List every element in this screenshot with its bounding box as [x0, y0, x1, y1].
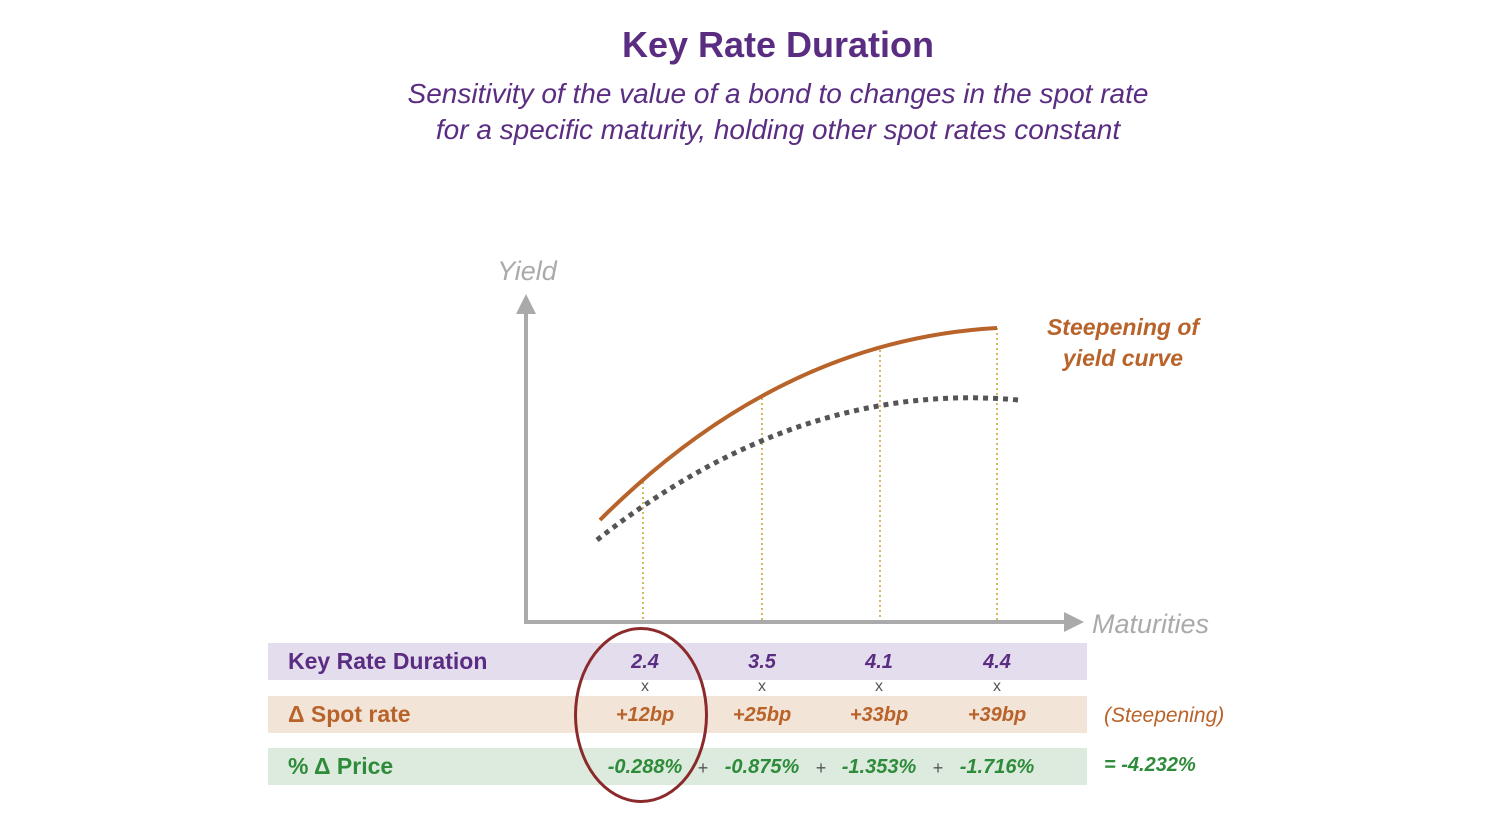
subtitle-line-1: Sensitivity of the value of a bond to ch…: [407, 78, 1149, 109]
curve-label-line-1: Steepening of: [1046, 314, 1200, 340]
y-axis-label: Yield: [497, 256, 558, 286]
price-change-value: -0.875%: [724, 756, 800, 778]
krd-value: 3.5: [748, 651, 776, 673]
multiply-symbol: x: [875, 678, 883, 695]
spot-rate-value: +33bp: [849, 704, 909, 726]
curve-label-line-2: yield curve: [1062, 345, 1184, 371]
row-label-price-change: % Δ Price: [288, 753, 394, 779]
row-label-spot-rate: Δ Spot rate: [288, 701, 411, 727]
price-change-value: -1.353%: [841, 756, 917, 778]
page-title: Key Rate Duration: [621, 24, 935, 65]
curve-label: Steepening of yield curve: [1030, 312, 1216, 374]
steepened-yield-curve: [598, 326, 998, 522]
original-yield-curve: [595, 395, 1019, 542]
multiply-symbol: x: [993, 678, 1001, 695]
row-label-key-rate-duration: Key Rate Duration: [288, 648, 488, 674]
plus-symbol: +: [815, 758, 827, 778]
plus-symbol: +: [932, 758, 944, 778]
x-axis-label: Maturities: [1092, 609, 1209, 639]
highlight-circle: [574, 627, 708, 803]
plus-symbol: +: [697, 758, 709, 778]
price-change-value: -1.716%: [959, 756, 1035, 778]
krd-value: 4.4: [983, 651, 1011, 673]
total-price-change: = -4.232%: [1104, 754, 1196, 776]
steepening-note: (Steepening): [1104, 704, 1225, 727]
krd-value: 4.1: [865, 651, 893, 673]
subtitle-line-2: for a specific maturity, holding other s…: [435, 114, 1121, 145]
multiply-symbol: x: [758, 678, 766, 695]
spot-rate-value: +39bp: [967, 704, 1027, 726]
spot-rate-value: +25bp: [732, 704, 792, 726]
